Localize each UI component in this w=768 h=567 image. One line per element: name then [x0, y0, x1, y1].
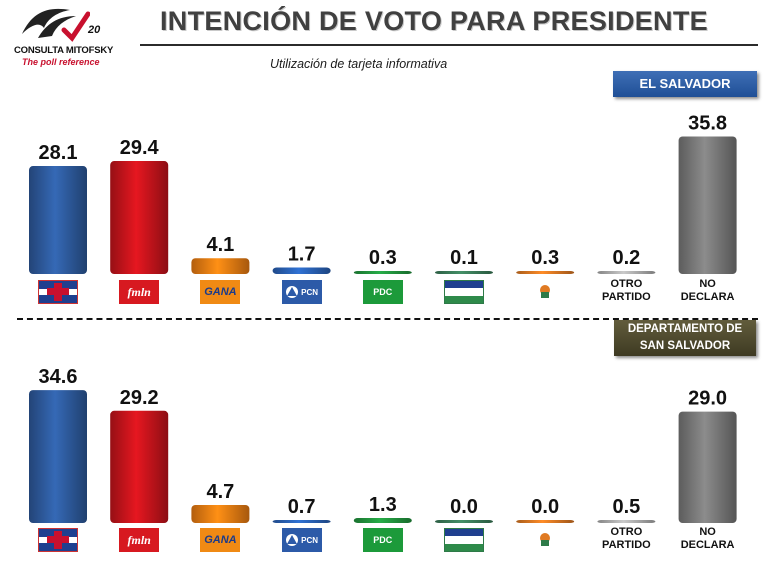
category-label-line: PARTIDO: [602, 291, 651, 303]
gana-logo-panel1: GANA: [200, 280, 241, 304]
category-label-fmln-panel1: fmln: [127, 284, 151, 299]
bar-ps-panel2: [516, 520, 575, 523]
value-label-no-declara-panel1: 35.8: [688, 112, 727, 134]
ps-logo-panel2: [525, 528, 566, 552]
cd-logo-panel1: [444, 280, 484, 304]
region-badge-el-salvador: EL SALVADOR: [613, 71, 757, 97]
value-label-pdc-panel2: 1.3: [369, 494, 397, 516]
category-label-fmln-panel2: fmln: [127, 532, 151, 547]
mitofsky-logo-mark: [22, 8, 90, 42]
category-label-gana-panel1: GANA: [204, 286, 237, 298]
category-label-line: OTRO: [610, 526, 643, 538]
bar-no-declara-panel2: [678, 411, 737, 523]
arena-logo-panel1: [38, 280, 78, 304]
value-label-pcn-panel1: 1.7: [288, 243, 316, 265]
cd-logo-panel2: [444, 528, 484, 552]
category-label-pdc-panel2: PDC: [373, 535, 393, 545]
value-label-fmln-panel1: 29.4: [120, 137, 160, 159]
value-label-pdc-panel1: 0.3: [369, 247, 397, 269]
region-badge-san-salvador: DEPARTAMENTO DE SAN SALVADOR: [614, 320, 756, 356]
bar-ps-panel1: [516, 271, 575, 274]
anniversary-badge: 20: [88, 24, 101, 36]
bar-gana-panel2: [191, 504, 250, 523]
bar-otro-partido-panel2: [597, 520, 656, 523]
value-label-otro-partido-panel2: 0.5: [612, 496, 640, 518]
value-label-gana-panel2: 4.7: [206, 481, 234, 503]
category-label-otro-partido-panel2: OTRO PARTIDO: [591, 526, 661, 552]
bar-otro-partido-panel1: [597, 271, 656, 274]
value-label-cd-panel2: 0.0: [450, 496, 478, 518]
bar-cd-panel2: [435, 520, 493, 523]
value-label-ps-panel2: 0.0: [531, 496, 559, 518]
category-label-otro-partido-panel1: OTRO PARTIDO: [591, 278, 661, 304]
bar-pcn-panel2: [272, 520, 331, 523]
bar-arena-panel2: [29, 390, 87, 523]
value-label-arena-panel2: 34.6: [39, 366, 78, 388]
pcn-logo-panel2: PCN: [281, 528, 322, 552]
category-label-pdc-panel1: PDC: [373, 287, 393, 297]
pdc-logo-panel2: PDC: [362, 528, 403, 552]
category-label-gana-panel2: GANA: [204, 534, 237, 546]
value-label-pcn-panel2: 0.7: [288, 496, 316, 518]
category-label-line: PARTIDO: [602, 539, 651, 551]
category-label-line: DECLARA: [680, 291, 735, 303]
bar-pdc-panel1: [353, 271, 412, 274]
category-label-line: NO: [699, 278, 716, 290]
page-subtitle: Utilización de tarjeta informativa: [270, 57, 448, 71]
bar-pcn-panel1: [272, 267, 331, 274]
bar-fmln-panel1: [110, 161, 169, 274]
fmln-logo-panel1: fmln: [119, 280, 160, 304]
value-label-fmln-panel2: 29.2: [120, 387, 159, 409]
region-line-2: SAN SALVADOR: [639, 340, 731, 352]
bar-fmln-panel2: [110, 410, 169, 523]
pdc-logo-panel1: PDC: [362, 280, 403, 304]
pcn-logo-panel1: PCN: [281, 280, 322, 304]
arena-logo-panel2: [38, 528, 78, 552]
bar-gana-panel1: [191, 258, 250, 274]
category-label-line: OTRO: [610, 278, 643, 290]
brand-tagline: The poll reference: [22, 57, 100, 67]
category-label-line: NO: [699, 526, 716, 538]
page-title: INTENCIÓN DE VOTO PARA PRESIDENTE: [160, 6, 708, 36]
category-label-no-declara-panel2: NO DECLARA: [673, 526, 743, 552]
bar-pdc-panel2: [353, 518, 412, 523]
bar-arena-panel1: [29, 166, 87, 274]
category-label-pcn-panel2: PCN: [301, 535, 319, 545]
value-label-otro-partido-panel1: 0.2: [612, 247, 640, 269]
category-label-pcn-panel1: PCN: [301, 287, 319, 297]
category-label-line: DECLARA: [680, 539, 735, 551]
bar-cd-panel1: [435, 271, 493, 274]
value-label-arena-panel1: 28.1: [39, 142, 78, 164]
ps-logo-panel1: [525, 280, 566, 304]
value-label-gana-panel1: 4.1: [206, 234, 234, 256]
region-line-1: DEPARTAMENTO DE: [627, 323, 743, 335]
mitofsky-logo: 20 CONSULTA MITOFSKY The poll reference: [14, 4, 114, 68]
value-label-no-declara-panel2: 29.0: [688, 388, 727, 410]
fmln-logo-panel2: fmln: [119, 528, 160, 552]
brand-name: CONSULTA MITOFSKY: [14, 45, 114, 56]
gana-logo-panel2: GANA: [200, 528, 241, 552]
bar-no-declara-panel1: [678, 136, 737, 274]
title-underline: [140, 44, 758, 46]
value-label-ps-panel1: 0.3: [531, 247, 559, 269]
section-divider: [17, 318, 758, 320]
category-label-no-declara-panel1: NO DECLARA: [673, 278, 743, 304]
value-label-cd-panel1: 0.1: [450, 247, 478, 269]
